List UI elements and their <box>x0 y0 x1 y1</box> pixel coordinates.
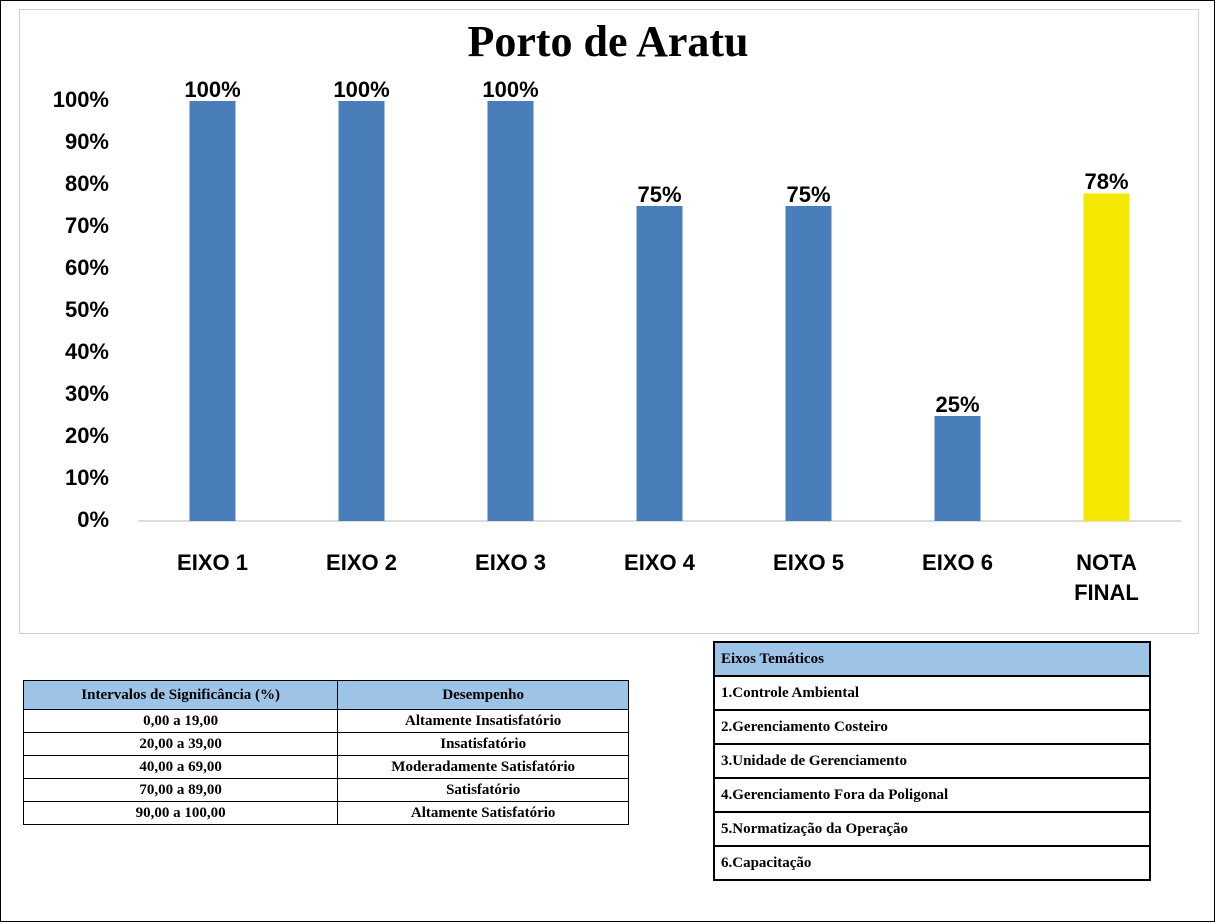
y-tick-label: 20% <box>65 423 109 448</box>
table-row: 4.Gerenciamento Fora da Poligonal <box>713 777 1151 813</box>
data-label: 75% <box>637 182 681 207</box>
table-cell: Insatisfatório <box>337 732 629 756</box>
chart: Porto de Aratu 0% 10% 20% 30% 40% 50% 60% 70% 80… <box>53 17 1181 532</box>
axes-table: Eixos Temáticos 1.Controle Ambiental 2.Ge… <box>713 641 1151 881</box>
chart-area <box>19 9 1199 634</box>
table-cell: 6.Capacitação <box>713 845 1151 881</box>
bar <box>785 206 832 521</box>
table-cell: 20,00 a 39,00 <box>22 732 339 756</box>
table-cell: 5.Normatização da Operação <box>713 811 1151 847</box>
table-cell: 4.Gerenciamento Fora da Poligonal <box>713 777 1151 813</box>
table-row: 70,00 a 89,00 Satisfatório <box>22 778 629 802</box>
x-tick-label: NOTA FINAL <box>1074 550 1139 605</box>
y-tick-label: 40% <box>65 339 109 364</box>
x-tick-label: EIXO 3 <box>475 550 546 575</box>
bar <box>934 416 981 521</box>
table-cell: 1.Controle Ambiental <box>713 675 1151 711</box>
bar <box>189 101 236 521</box>
table-header: Eixos Temáticos <box>713 641 1151 677</box>
table-row: 90,00 a 100,00 Altamente Satisfatório <box>22 801 629 825</box>
table-row: 6.Capacitação <box>713 845 1151 881</box>
table-cell: 3.Unidade de Gerenciamento <box>713 743 1151 779</box>
y-tick-label: 60% <box>65 255 109 280</box>
y-tick-label: 10% <box>65 465 109 490</box>
table-cell: Altamente Satisfatório <box>337 801 629 825</box>
bar <box>487 101 534 521</box>
table-row: 0,00 a 19,00 Altamente Insatisfatório <box>22 709 629 733</box>
x-tick-label: EIXO 4 <box>624 550 695 575</box>
data-label: 78% <box>1084 169 1128 194</box>
x-tick-label: EIXO 2 <box>326 550 397 575</box>
y-tick-label: 90% <box>65 129 109 154</box>
table-cell: 90,00 a 100,00 <box>22 801 339 825</box>
data-label: 100% <box>184 77 240 102</box>
bar <box>636 206 683 521</box>
chart-title: Porto de Aratu <box>467 17 748 66</box>
table-row: 3.Unidade de Gerenciamento <box>713 743 1151 779</box>
table-row: 5.Normatização da Operação <box>713 811 1151 847</box>
y-tick-label: 100% <box>53 87 109 112</box>
table-cell: Satisfatório <box>337 778 629 802</box>
table-row: 40,00 a 69,00 Moderadamente Satisfatório <box>22 755 629 779</box>
data-label: 100% <box>482 77 538 102</box>
bar <box>1083 193 1130 521</box>
x-tick-label: EIXO 1 <box>177 550 248 575</box>
bar <box>338 101 385 521</box>
data-label: 100% <box>333 77 389 102</box>
table-cell: 40,00 a 69,00 <box>22 755 339 779</box>
y-tick-label: 80% <box>65 171 109 196</box>
table-header: Desempenho <box>337 680 629 710</box>
significance-table: Intervalos de Significância (%) Desempen… <box>22 680 629 825</box>
x-tick-label: EIXO 6 <box>922 550 993 575</box>
y-tick-label: 50% <box>65 297 109 322</box>
table-cell: 70,00 a 89,00 <box>22 778 339 802</box>
table-cell: 2.Gerenciamento Costeiro <box>713 709 1151 745</box>
table-cell: 0,00 a 19,00 <box>22 709 339 733</box>
table-row: 2.Gerenciamento Costeiro <box>713 709 1151 745</box>
data-label: 75% <box>786 182 830 207</box>
y-tick-label: 0% <box>77 507 109 532</box>
y-tick-label: 30% <box>65 381 109 406</box>
x-tick-label: EIXO 5 <box>773 550 844 575</box>
table-row: 20,00 a 39,00 Insatisfatório <box>22 732 629 756</box>
data-label: 25% <box>935 392 979 417</box>
table-cell: Moderadamente Satisfatório <box>337 755 629 779</box>
y-tick-label: 70% <box>65 213 109 238</box>
table-header: Intervalos de Significância (%) <box>22 680 339 710</box>
table-cell: Altamente Insatisfatório <box>337 709 629 733</box>
table-row: 1.Controle Ambiental <box>713 675 1151 711</box>
